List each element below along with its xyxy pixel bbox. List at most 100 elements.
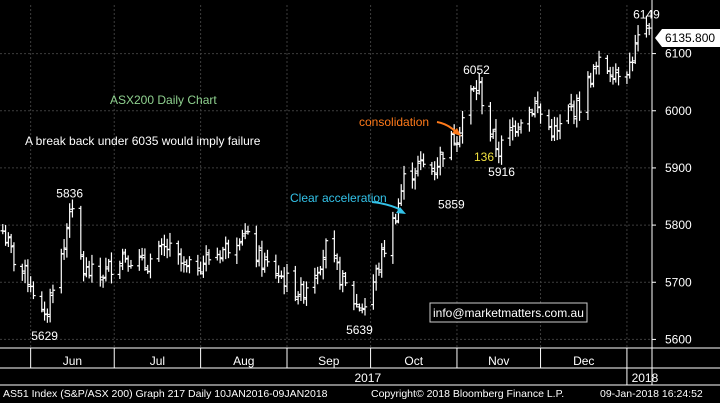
ohlc-bar bbox=[535, 91, 540, 114]
ohlc-bar bbox=[357, 303, 362, 312]
ohlc-bar bbox=[435, 157, 440, 179]
ohlc-bar bbox=[577, 91, 582, 121]
ohlc-bar bbox=[256, 245, 262, 267]
ohlc-bar bbox=[591, 64, 596, 88]
x-tick-label: Jul bbox=[150, 354, 165, 368]
ohlc-bar bbox=[410, 162, 415, 189]
bloomberg-footer: AS51 Index (S&P/ASX 200) Graph 217 Daily… bbox=[0, 386, 720, 403]
ohlc-bar bbox=[245, 225, 251, 235]
ohlc-bar bbox=[312, 267, 318, 294]
ohlc-bar bbox=[477, 73, 482, 95]
acceleration-arrow bbox=[371, 201, 406, 214]
ohlc-bar bbox=[418, 151, 423, 171]
y-tick-label: 5700 bbox=[665, 275, 692, 289]
ohlc-bar bbox=[457, 126, 462, 148]
price-label: 6052 bbox=[463, 63, 490, 77]
ohlc-bar bbox=[181, 256, 187, 273]
ohlc-bar bbox=[120, 248, 125, 271]
ohlc-bar bbox=[203, 245, 209, 272]
ohlc-bar bbox=[20, 263, 25, 281]
ohlc-bar bbox=[187, 256, 192, 274]
consolidation-arrow bbox=[436, 121, 461, 136]
chart-title: ASX200 Daily Chart bbox=[110, 93, 217, 107]
ohlc-bar bbox=[315, 266, 320, 285]
ohlc-bar bbox=[440, 151, 446, 167]
ohlc-bar bbox=[585, 71, 591, 121]
ohlc-bar bbox=[195, 254, 201, 276]
x-tick-label: Aug bbox=[233, 354, 254, 368]
ohlc-bar bbox=[343, 272, 348, 287]
ohlc-bar bbox=[70, 199, 75, 218]
ohlc-bar bbox=[184, 259, 189, 273]
ohlc-bar bbox=[293, 265, 298, 302]
ohlc-bar bbox=[156, 240, 162, 262]
ohlc-bar bbox=[284, 263, 290, 293]
ohlc-bar bbox=[276, 265, 281, 284]
year-label-2018: 2018 bbox=[632, 371, 659, 385]
ohlc-bar bbox=[47, 288, 53, 323]
y-tick-label: 5800 bbox=[665, 218, 692, 232]
ohlc-bar bbox=[373, 264, 379, 291]
x-tick-label: Nov bbox=[488, 354, 509, 368]
ohlc-bar bbox=[201, 255, 206, 278]
ohlc-bar bbox=[321, 249, 326, 280]
x-tick-label: Dec bbox=[573, 354, 594, 368]
last-price-box bbox=[655, 29, 720, 47]
ohlc-bar bbox=[265, 249, 270, 267]
ohlc-bar bbox=[61, 239, 67, 260]
ohlc-bar bbox=[568, 93, 574, 112]
contact-email[interactable]: info@marketmatters.com.au bbox=[433, 306, 584, 320]
ohlc-bar bbox=[412, 167, 418, 190]
ohlc-bar bbox=[616, 66, 621, 86]
ohlc-bar bbox=[217, 250, 223, 264]
ohlc-bar bbox=[279, 270, 284, 279]
ohlc-bar bbox=[596, 50, 602, 75]
ohlc-bar bbox=[254, 225, 259, 268]
ohlc-bar bbox=[479, 76, 485, 115]
ohlc-bar bbox=[393, 213, 398, 225]
ohlc-bar bbox=[100, 274, 106, 288]
price-labels: 5836 5629 5639 5859 6052 5916 6149 bbox=[31, 8, 660, 343]
ohlc-bar bbox=[451, 124, 457, 146]
ohlc-bar bbox=[527, 106, 532, 132]
ohlc-bar bbox=[516, 122, 521, 137]
ohlc-bar bbox=[11, 242, 17, 272]
ohlc-bar bbox=[360, 303, 365, 314]
ohlc-bar bbox=[139, 247, 145, 261]
ohlc-bar bbox=[198, 261, 203, 275]
ohlc-bar bbox=[571, 100, 577, 125]
ohlc-bar bbox=[421, 153, 426, 168]
ohlc-bar bbox=[67, 203, 72, 238]
footer-series-info: AS51 Index (S&P/ASX 200) Graph 217 Daily… bbox=[3, 388, 328, 400]
ohlc-bar bbox=[429, 161, 435, 175]
ohlc-bar bbox=[362, 297, 368, 316]
ohlc-bar bbox=[549, 118, 554, 141]
ohlc-bar bbox=[490, 128, 496, 139]
contact-box[interactable]: info@marketmatters.com.au bbox=[429, 302, 588, 323]
ohlc-bar bbox=[6, 232, 11, 247]
ohlc-bar bbox=[78, 205, 84, 260]
y-tick-label: 6000 bbox=[665, 104, 692, 118]
ohlc-bar bbox=[226, 239, 231, 259]
ohlc-bar bbox=[242, 223, 248, 240]
ohlc-bar bbox=[633, 34, 638, 64]
ohlc-bar bbox=[64, 223, 70, 258]
ohlc-bar bbox=[538, 103, 543, 124]
ohlc-bar bbox=[148, 253, 153, 279]
ohlc-bar bbox=[379, 243, 384, 278]
ohlc-bar bbox=[259, 240, 265, 277]
ohlc-bar bbox=[240, 229, 245, 246]
ohlc-bar bbox=[98, 257, 103, 287]
ohlc-bar bbox=[566, 104, 571, 124]
ohlc-bar bbox=[474, 80, 479, 101]
ohlc-bar bbox=[613, 63, 618, 83]
ohlc-bar bbox=[438, 146, 443, 176]
axes: 5600 5700 5800 5900 6000 6100 Jun Jul Aug Sep Oct N… bbox=[0, 0, 720, 386]
ohlc-bar bbox=[301, 281, 306, 304]
ohlc-bar bbox=[518, 119, 524, 134]
ohlc-bar bbox=[332, 230, 337, 263]
ohlc-bar bbox=[262, 252, 267, 273]
ohlc-bar bbox=[142, 248, 148, 271]
ohlc-bar bbox=[574, 94, 579, 128]
